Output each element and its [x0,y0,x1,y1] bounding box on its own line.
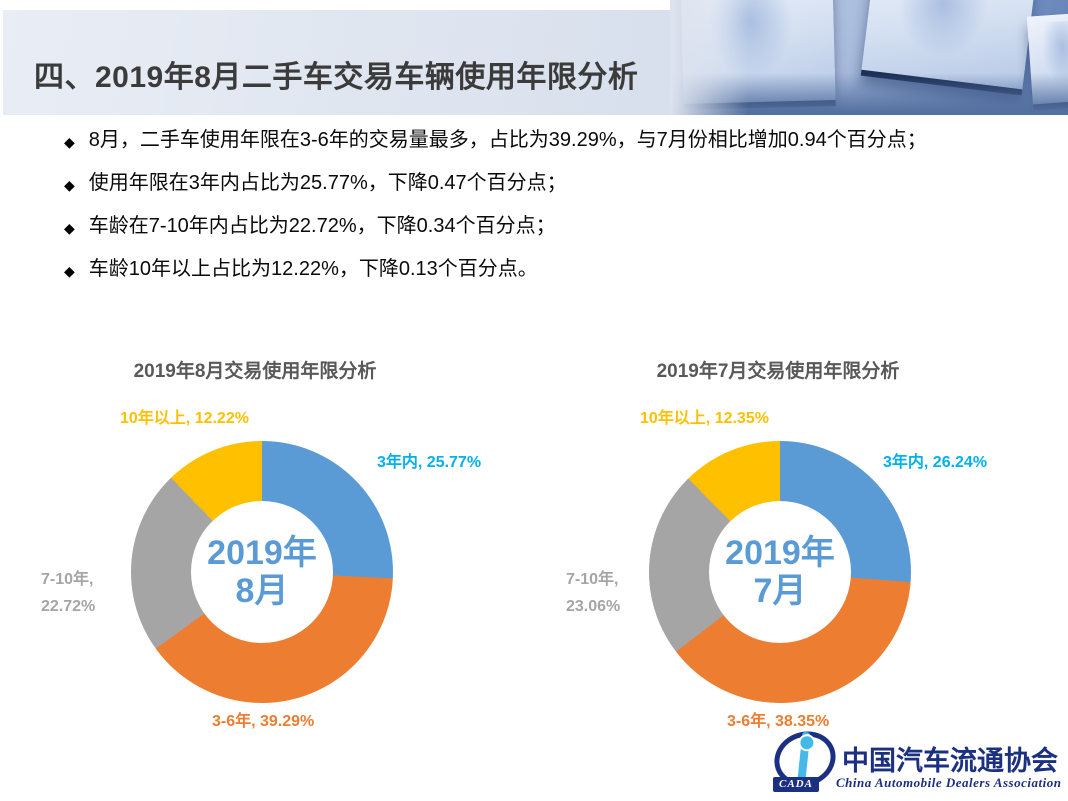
cada-logo-mark-icon: CADA [766,723,844,795]
bullet-text: 车龄在7-10年内占比为22.72%，下降0.34个百分点； [88,215,556,237]
donut-chart-august: 2019年 8月 [131,441,393,703]
center-label-line1: 2019年 [725,533,835,572]
slice-label-line2: 22.72% [41,598,96,615]
donut-hole: 2019年 7月 [709,501,851,643]
cada-wordmark: CADA [773,777,819,792]
bullet-item: ◆ 车龄10年以上占比为12.22%，下降0.13个百分点。 [64,258,1044,281]
bullet-text: 8月，二手车使用年限在3-6年的交易量最多，占比为39.29%，与7月份相比增加… [88,129,927,151]
diamond-bullet-icon: ◆ [64,263,75,279]
diamond-bullet-icon: ◆ [64,177,75,193]
center-label-line1: 2019年 [207,533,317,572]
bullet-list: ◆ 8月，二手车使用年限在3-6年的交易量最多，占比为39.29%，与7月份相比… [64,129,1044,301]
blue-cubes-photo [670,0,1068,115]
logo-chinese-name: 中国汽车流通协会 [842,746,1058,776]
bullet-item: ◆ 车龄在7-10年内占比为22.72%，下降0.34个百分点； [64,215,1044,238]
bullet-item: ◆ 8月，二手车使用年限在3-6年的交易量最多，占比为39.29%，与7月份相比… [64,129,1044,152]
slice-label-3to6: 3-6年, 39.29% [212,713,315,730]
logo-english-name: China Automobile Dealers Association [836,775,1062,790]
slice-label-10plus: 10年以上, 12.22% [120,410,249,427]
chart-title-august: 2019年8月交易使用年限分析 [133,361,377,382]
slice-label-line1: 7-10年, [566,571,619,588]
donut-hole: 2019年 8月 [191,501,333,643]
slice-label-under3: 3年内, 26.24% [883,454,988,471]
center-label-line2: 8月 [235,572,289,610]
photo-left-fade [670,0,748,115]
diamond-bullet-icon: ◆ [64,220,75,236]
donut-chart-july: 2019年 7月 [649,441,911,703]
slice-label-10plus: 10年以上, 12.35% [640,410,769,427]
slice-label-7to10: 7-10年, 23.06% [566,566,620,620]
slice-label-under3: 3年内, 25.77% [377,454,482,471]
diamond-bullet-icon: ◆ [64,134,75,150]
cada-logo: CADA 中国汽车流通协会 China Automobile Dealers A… [766,723,1068,797]
slice-label-3to6: 3-6年, 38.35% [727,713,830,730]
slice-label-line1: 7-10年, [41,571,94,588]
page-title: 四、2019年8月二手车交易车辆使用年限分析 [34,61,639,94]
donut-center-label: 2019年 7月 [725,534,835,610]
slice-label-line2: 23.06% [566,598,621,615]
slice-label-7to10: 7-10年, 22.72% [41,566,95,620]
chart-title-july: 2019年7月交易使用年限分析 [656,361,900,382]
bullet-text: 使用年限在3年内占比为25.77%，下降0.47个百分点； [88,172,567,194]
bullet-text: 车龄10年以上占比为12.22%，下降0.13个百分点。 [88,258,538,280]
donut-center-label: 2019年 8月 [207,534,317,610]
bullet-item: ◆ 使用年限在3年内占比为25.77%，下降0.47个百分点； [64,172,1044,195]
center-label-line2: 7月 [753,572,807,610]
